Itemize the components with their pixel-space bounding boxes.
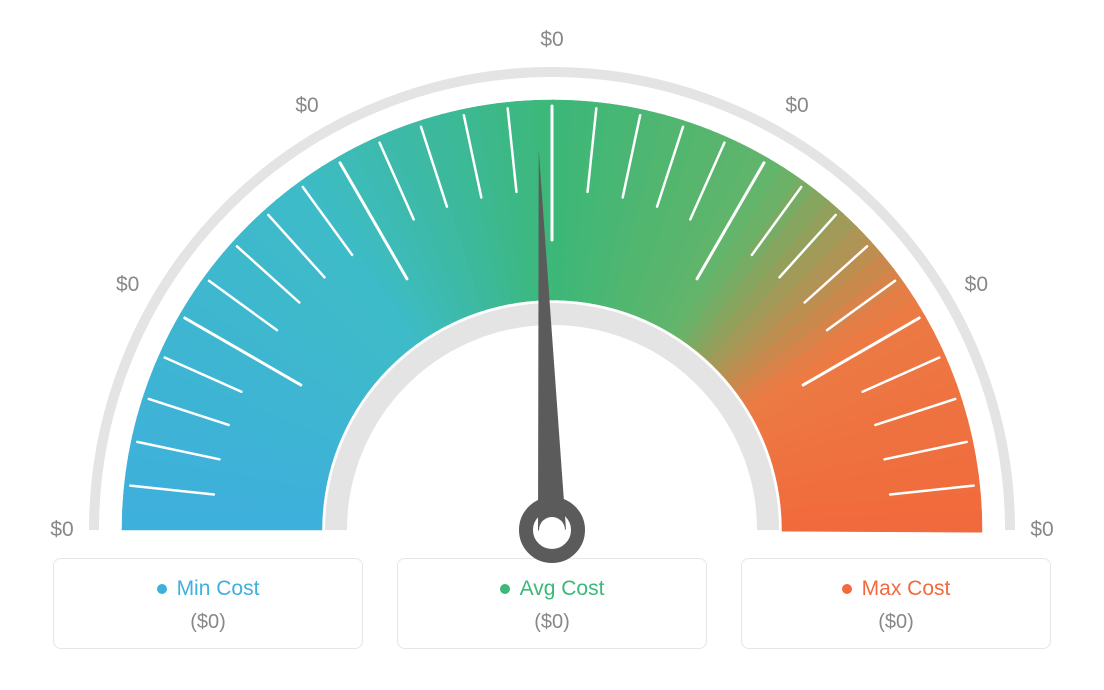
legend-value-max: ($0) (742, 611, 1050, 634)
gauge-scale-label: $0 (540, 28, 563, 52)
legend-card-max: Max Cost ($0) (741, 558, 1051, 649)
gauge-svg (0, 20, 1104, 570)
legend-label-avg: Avg Cost (520, 577, 605, 601)
legend-label-max: Max Cost (862, 577, 951, 601)
legend-dot-min (157, 584, 167, 594)
gauge-scale-label: $0 (116, 273, 139, 297)
gauge-scale-label: $0 (1030, 518, 1053, 542)
legend-value-min: ($0) (54, 611, 362, 634)
gauge-scale-label: $0 (295, 94, 318, 118)
legend-row: Min Cost ($0) Avg Cost ($0) Max Cost ($0… (0, 558, 1104, 649)
gauge-scale-label: $0 (785, 94, 808, 118)
legend-value-avg: ($0) (398, 611, 706, 634)
gauge-scale-label: $0 (50, 518, 73, 542)
legend-card-avg: Avg Cost ($0) (397, 558, 707, 649)
gauge-chart: $0 $0 $0 $0 $0 $0 $0 (0, 0, 1104, 550)
gauge-scale-label: $0 (965, 273, 988, 297)
legend-dot-max (842, 584, 852, 594)
legend-card-min: Min Cost ($0) (53, 558, 363, 649)
legend-dot-avg (500, 584, 510, 594)
legend-label-min: Min Cost (177, 577, 260, 601)
